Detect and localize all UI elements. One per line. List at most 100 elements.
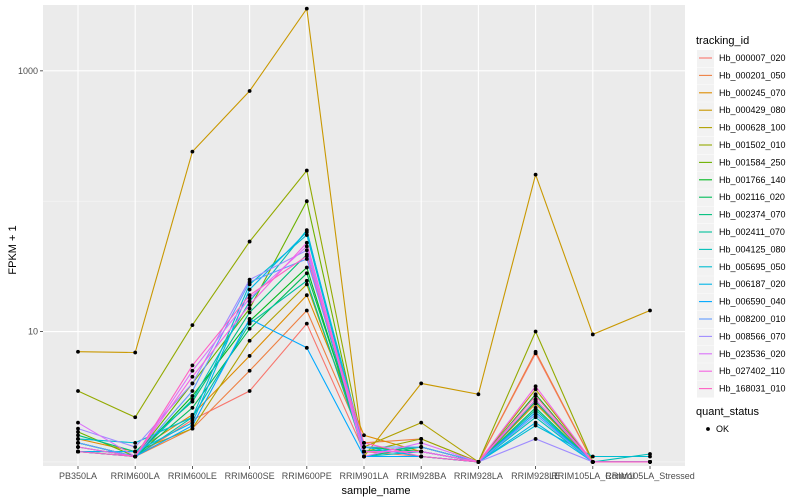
legend: tracking_id Hb_000007_020Hb_000201_050Hb… (696, 35, 786, 434)
data-point (590, 332, 595, 337)
x-tick-label: RRIM928LA (454, 471, 503, 481)
legend-shape-title: quant_status (696, 406, 759, 418)
legend-item-label: Hb_002411_070 (719, 227, 785, 237)
legend-item-label: Hb_001502_010 (719, 140, 786, 150)
data-point (304, 244, 309, 249)
x-tick-label: RRIM928LE (511, 471, 560, 481)
data-point (533, 172, 538, 177)
data-point (533, 423, 538, 428)
legend-item-label: Hb_006590_040 (719, 297, 786, 307)
data-point (133, 350, 138, 355)
data-point (304, 199, 309, 204)
data-point (76, 440, 80, 445)
data-point (304, 265, 309, 270)
legend-item-label: Hb_002116_020 (719, 192, 785, 202)
data-point (133, 440, 138, 445)
data-point (133, 445, 138, 449)
data-point (247, 293, 252, 298)
legend-item-label: Hb_000628_100 (719, 123, 786, 133)
data-point (304, 308, 309, 313)
x-tick-label: RRIM600SE (225, 471, 275, 481)
legend-item-label: Hb_002374_070 (719, 210, 786, 220)
data-point (533, 387, 538, 392)
data-point (76, 429, 80, 434)
data-point (190, 374, 195, 379)
data-point (362, 445, 366, 449)
data-point (76, 437, 80, 441)
data-point (133, 415, 138, 420)
data-point (533, 329, 538, 334)
data-point (304, 271, 309, 276)
data-point (362, 454, 366, 459)
data-point (247, 317, 252, 321)
data-point (247, 89, 252, 93)
legend-item-label: Hb_000007_020 (719, 53, 786, 63)
legend-shape-key (706, 427, 710, 431)
data-point (76, 389, 80, 393)
x-tick-label: RRIM105LA_Control (551, 471, 634, 481)
data-point (419, 420, 424, 425)
data-point (419, 445, 424, 449)
data-point (247, 368, 252, 373)
data-point (190, 389, 195, 393)
y-tick-label: 10 (28, 327, 38, 337)
data-point (247, 310, 252, 315)
legend-item-label: Hb_004125_080 (719, 244, 786, 254)
x-tick-label: RRIM928BA (396, 471, 446, 481)
data-point (648, 454, 652, 459)
data-point (247, 239, 252, 244)
grid-lines (43, 5, 685, 466)
legend-item-label: Hb_168031_010 (719, 384, 786, 394)
data-point (190, 415, 195, 420)
x-tick-label: PB350LA (59, 471, 97, 481)
legend-item-label: Hb_005695_050 (719, 262, 786, 272)
data-point (247, 321, 252, 326)
data-point (247, 389, 252, 393)
data-point (247, 354, 252, 358)
x-tick-label: RRIM901LA (339, 471, 388, 481)
data-point (190, 323, 195, 328)
data-point (304, 230, 309, 234)
data-point (648, 308, 652, 313)
data-point (533, 394, 538, 398)
data-point (304, 345, 309, 350)
x-tick-label: RRIM105LA_Stressed (605, 471, 695, 481)
data-point (247, 306, 252, 311)
data-point (304, 168, 309, 173)
legend-item-label: Hb_001766_140 (719, 175, 786, 185)
data-point (590, 454, 595, 459)
data-point (247, 296, 252, 301)
legend-item-label: Hb_027402_110 (719, 366, 785, 376)
y-axis: 10 1000 (18, 66, 43, 337)
y-axis-title: FPKM + 1 (7, 225, 19, 274)
data-point (190, 405, 195, 410)
data-point (247, 287, 252, 292)
data-point (533, 349, 538, 354)
data-point (247, 338, 252, 343)
data-point (247, 299, 252, 304)
data-point (419, 381, 424, 386)
data-point (362, 433, 366, 438)
data-point (133, 454, 138, 459)
data-point (419, 437, 424, 441)
data-point (476, 392, 481, 397)
y-tick-label: 1000 (18, 66, 38, 76)
data-point (648, 459, 652, 464)
data-point (590, 459, 595, 464)
data-point (190, 426, 195, 431)
legend-item-label: Hb_000245_070 (719, 88, 786, 98)
legend-shape-label: OK (716, 424, 729, 434)
data-point (190, 368, 195, 373)
legend-item-label: Hb_001584_250 (719, 157, 786, 167)
data-point (533, 437, 538, 441)
data-point (362, 440, 366, 445)
data-point (190, 397, 195, 402)
legend-color-items: Hb_000007_020 Hb_000201_050 Hb_000245_070 H… (697, 50, 786, 398)
data-point (190, 420, 195, 425)
x-axis: PB350LA RRIM600LA RRIM600LE RRIM600SE RRIM60… (59, 466, 695, 481)
x-tick-label: RRIM600LA (111, 471, 160, 481)
data-point (190, 417, 195, 422)
data-point (76, 433, 80, 438)
data-point (76, 426, 80, 431)
